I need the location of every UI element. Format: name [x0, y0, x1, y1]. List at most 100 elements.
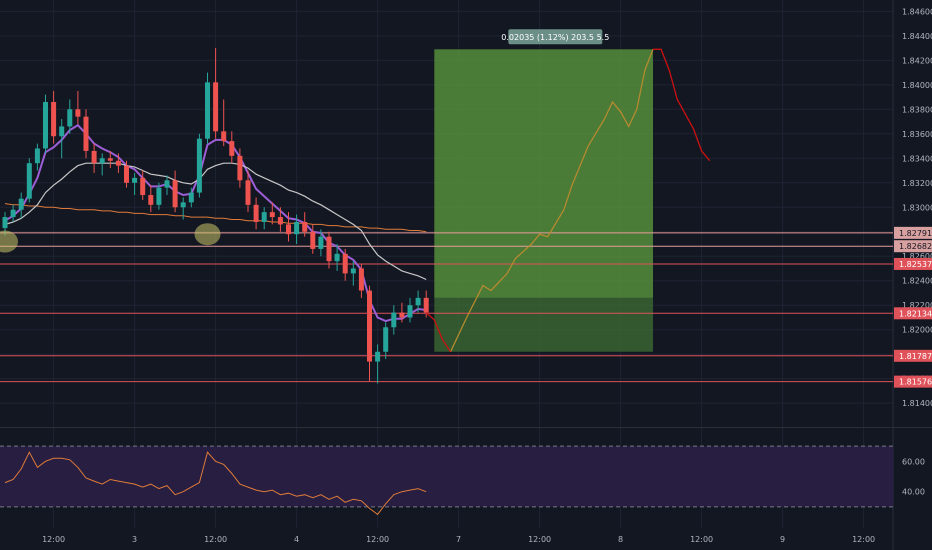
candle-body — [188, 192, 194, 203]
rsi-line — [4, 451, 427, 516]
price-tick-label: 1.84400 — [902, 32, 932, 41]
time-tick-label: 12:00 — [366, 535, 389, 544]
candle-body — [18, 198, 24, 210]
position-label-box — [508, 29, 603, 45]
price-tick-label: 1.84200 — [902, 56, 932, 65]
price-tick-label: 1.82000 — [902, 326, 932, 335]
price-level-tag-label: 1.82537 — [899, 260, 932, 269]
candle-body — [107, 158, 113, 161]
forecast-path-down — [425, 312, 452, 353]
candle-body — [164, 180, 170, 188]
candle-body — [277, 217, 283, 225]
candle-body — [302, 221, 308, 232]
candle-body — [115, 160, 121, 166]
candle-body — [59, 126, 65, 137]
candle-body — [83, 116, 89, 151]
candle-body — [245, 180, 251, 205]
price-tick-label: 1.82400 — [902, 277, 932, 286]
candle-body — [294, 221, 300, 235]
candle-body — [124, 165, 129, 183]
price-level-tag-label: 1.82791 — [899, 229, 932, 238]
candle-body — [399, 312, 405, 318]
candle-body — [180, 202, 186, 208]
price-tick-label: 1.84600 — [902, 7, 932, 16]
candle-body — [358, 268, 364, 291]
candle-body — [350, 268, 356, 274]
time-tick-label: 12:00 — [690, 535, 713, 544]
time-tick-label: 12:00 — [528, 535, 551, 544]
price-level-tag-label: 1.82134 — [899, 309, 932, 318]
forecast-path-after — [653, 48, 711, 162]
time-tick-label: 8 — [618, 535, 623, 544]
time-tick-label: 12:00 — [852, 535, 875, 544]
candle-body — [140, 177, 146, 196]
candle-body — [67, 109, 73, 127]
candle-body — [99, 158, 105, 164]
candle-body — [326, 236, 332, 262]
price-tick-label: 1.84000 — [902, 81, 932, 90]
candle-body — [286, 224, 291, 235]
price-level-tag — [894, 307, 932, 320]
time-tick-label: 7 — [456, 535, 461, 544]
candle-body — [148, 195, 154, 205]
price-level-tag — [894, 375, 932, 388]
candle-body — [91, 150, 97, 164]
price-level-tag — [894, 226, 932, 239]
candle-body — [229, 141, 235, 156]
candle-body — [213, 82, 219, 132]
candle-body — [2, 217, 8, 229]
candle-body — [172, 180, 178, 208]
candle-body — [423, 297, 429, 313]
position-label: 0.02035 (1.12%) 203.5 5.5 — [501, 33, 609, 42]
candle-body — [132, 177, 138, 183]
candle-body — [10, 209, 16, 218]
price-tick-label: 1.83800 — [902, 105, 932, 114]
candle-body — [391, 312, 397, 328]
candle-body — [334, 253, 340, 262]
candle-body — [156, 187, 162, 205]
ema-slow-line — [4, 162, 427, 281]
candle-body — [253, 204, 259, 222]
price-level-tag — [894, 349, 932, 362]
candle-body — [383, 327, 389, 352]
target-zone — [434, 49, 653, 298]
time-tick-label: 12:00 — [42, 535, 65, 544]
candle-body — [221, 131, 227, 142]
price-tick-label: 1.83000 — [902, 203, 932, 212]
price-tick-label: 1.83600 — [902, 130, 932, 139]
rsi-tick-label: 60.00 — [902, 457, 925, 466]
candle-body — [261, 212, 267, 222]
candle-body — [415, 297, 421, 306]
highlight-marker — [0, 230, 18, 253]
time-tick-label: 3 — [132, 535, 137, 544]
candle-body — [342, 253, 348, 274]
candle-body — [43, 101, 48, 149]
price-level-tag — [894, 240, 932, 253]
candle-body — [269, 212, 275, 218]
candle-body — [407, 305, 413, 318]
price-tick-label: 1.81400 — [902, 399, 932, 408]
stop-zone — [434, 297, 653, 352]
candle-body — [205, 82, 210, 139]
candle-body — [75, 109, 81, 117]
price-level-tag — [894, 257, 932, 270]
time-tick-label: 12:00 — [204, 535, 227, 544]
time-tick-label: 4 — [294, 535, 299, 544]
candle-body — [318, 236, 324, 249]
candle-body — [367, 290, 372, 362]
candle-body — [375, 351, 381, 362]
rsi-tick-label: 40.00 — [902, 488, 925, 497]
candle-body — [34, 148, 40, 164]
price-tick-label: 1.83400 — [902, 154, 932, 163]
candle-body — [310, 231, 316, 249]
candle-body — [196, 138, 202, 193]
candle-body — [51, 101, 57, 137]
ema-fast-line — [4, 123, 427, 323]
candle-body — [237, 155, 243, 181]
candle-body — [26, 163, 32, 199]
time-tick-label: 9 — [780, 535, 785, 544]
price-level-tag-label: 1.81576 — [899, 378, 932, 387]
price-tick-label: 1.83200 — [902, 179, 932, 188]
